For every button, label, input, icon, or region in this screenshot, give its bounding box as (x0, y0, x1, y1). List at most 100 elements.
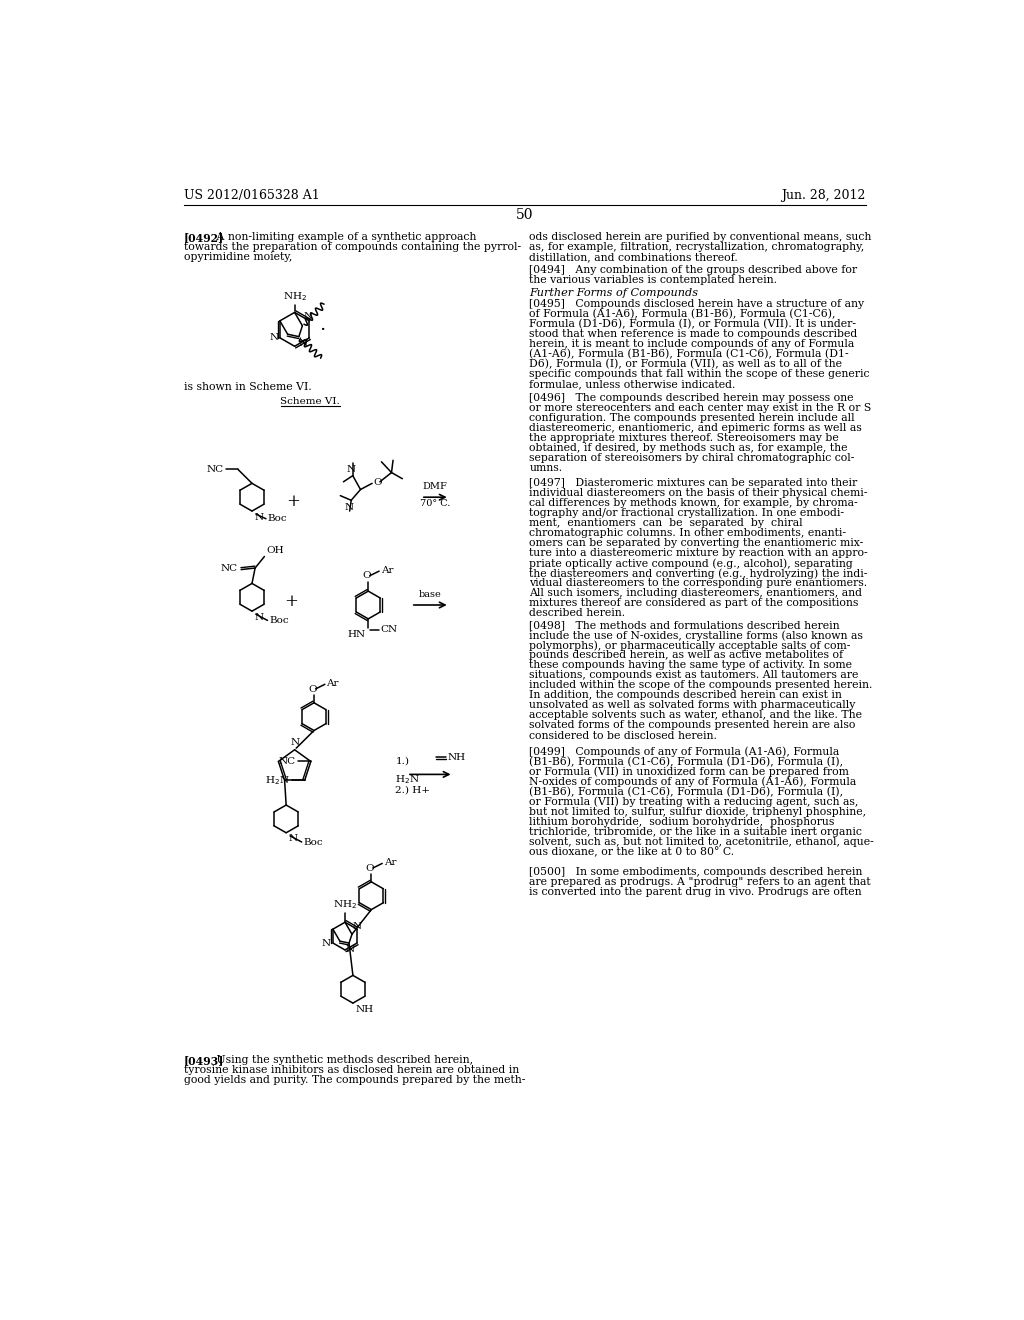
Text: these compounds having the same type of activity. In some: these compounds having the same type of … (529, 660, 852, 671)
Text: include the use of N-oxides, crystalline forms (also known as: include the use of N-oxides, crystalline… (529, 631, 863, 642)
Text: Ar: Ar (327, 678, 339, 688)
Text: N: N (347, 465, 355, 474)
Text: opyrimidine moiety,: opyrimidine moiety, (183, 252, 292, 263)
Text: O: O (366, 863, 374, 873)
Text: HN: HN (348, 630, 366, 639)
Text: but not limited to, sulfur, sulfur dioxide, triphenyl phosphine,: but not limited to, sulfur, sulfur dioxi… (529, 807, 866, 817)
Text: 70° C.: 70° C. (420, 499, 451, 508)
Text: base: base (419, 590, 441, 599)
Text: Ar: Ar (381, 566, 393, 574)
Text: All such isomers, including diastereomers, enantiomers, and: All such isomers, including diastereomer… (529, 589, 862, 598)
Text: configuration. The compounds presented herein include all: configuration. The compounds presented h… (529, 413, 855, 424)
Text: [0498]   The methods and formulations described herein: [0498] The methods and formulations desc… (529, 620, 840, 631)
Text: N: N (352, 923, 361, 931)
Text: Formula (D1-D6), Formula (I), or Formula (VII). It is under-: Formula (D1-D6), Formula (I), or Formula… (529, 319, 856, 330)
Text: N: N (304, 313, 313, 321)
Text: cal differences by methods known, for example, by chroma-: cal differences by methods known, for ex… (529, 498, 858, 508)
Text: 2.) H+: 2.) H+ (395, 785, 430, 795)
Text: NC: NC (279, 756, 296, 766)
Text: Further Forms of Compounds: Further Forms of Compounds (529, 288, 698, 298)
Text: priate optically active compound (e.g., alcohol), separating: priate optically active compound (e.g., … (529, 558, 853, 569)
Text: the various variables is contemplated herein.: the various variables is contemplated he… (529, 275, 777, 285)
Text: ous dioxane, or the like at 0 to 80° C.: ous dioxane, or the like at 0 to 80° C. (529, 847, 734, 858)
Text: NH$_2$: NH$_2$ (283, 290, 306, 304)
Text: is converted into the parent drug in vivo. Prodrugs are often: is converted into the parent drug in viv… (529, 887, 862, 896)
Text: .: . (319, 315, 326, 334)
Text: D6), Formula (I), or Formula (VII), as well as to all of the: D6), Formula (I), or Formula (VII), as w… (529, 359, 843, 370)
Text: diastereomeric, enantiomeric, and epimeric forms as well as: diastereomeric, enantiomeric, and epimer… (529, 424, 862, 433)
Text: tography and/or fractional crystallization. In one embodi-: tography and/or fractional crystallizati… (529, 508, 845, 517)
Text: Ar: Ar (384, 858, 396, 867)
Text: herein, it is meant to include compounds of any of Formula: herein, it is meant to include compounds… (529, 339, 855, 350)
Text: pounds described herein, as well as active metabolites of: pounds described herein, as well as acti… (529, 651, 844, 660)
Text: N: N (290, 738, 299, 747)
Text: is shown in Scheme VI.: is shown in Scheme VI. (183, 381, 311, 392)
Text: Boc: Boc (269, 616, 289, 624)
Text: unsolvated as well as solvated forms with pharmaceutically: unsolvated as well as solvated forms wit… (529, 701, 856, 710)
Text: US 2012/0165328 A1: US 2012/0165328 A1 (183, 189, 319, 202)
Text: (B1-B6), Formula (C1-C6), Formula (D1-D6), Formula (I),: (B1-B6), Formula (C1-C6), Formula (D1-D6… (529, 787, 844, 797)
Text: In addition, the compounds described herein can exist in: In addition, the compounds described her… (529, 690, 843, 701)
Text: solvated forms of the compounds presented herein are also: solvated forms of the compounds presente… (529, 721, 856, 730)
Text: N: N (254, 512, 263, 521)
Text: DMF: DMF (423, 482, 447, 491)
Text: or Formula (VII) by treating with a reducing agent, such as,: or Formula (VII) by treating with a redu… (529, 797, 859, 808)
Text: ment,  enantiomers  can  be  separated  by  chiral: ment, enantiomers can be separated by ch… (529, 517, 803, 528)
Text: N: N (299, 339, 308, 348)
Text: [0492]: [0492] (183, 232, 224, 243)
Text: N: N (254, 612, 263, 622)
Text: vidual diastereomers to the corresponding pure enantiomers.: vidual diastereomers to the correspondin… (529, 578, 867, 587)
Text: formulae, unless otherwise indicated.: formulae, unless otherwise indicated. (529, 379, 736, 389)
Text: N: N (289, 834, 298, 843)
Text: of Formula (A1-A6), Formula (B1-B6), Formula (C1-C6),: of Formula (A1-A6), Formula (B1-B6), For… (529, 309, 836, 319)
Text: (B1-B6), Formula (C1-C6), Formula (D1-D6), Formula (I),: (B1-B6), Formula (C1-C6), Formula (D1-D6… (529, 756, 844, 767)
Text: NH: NH (447, 752, 466, 762)
Text: [0495]   Compounds disclosed herein have a structure of any: [0495] Compounds disclosed herein have a… (529, 300, 864, 309)
Text: lithium borohydride,  sodium borohydride,  phosphorus: lithium borohydride, sodium borohydride,… (529, 817, 835, 826)
Text: separation of stereoisomers by chiral chromatographic col-: separation of stereoisomers by chiral ch… (529, 453, 855, 463)
Text: ods disclosed herein are purified by conventional means, such: ods disclosed herein are purified by con… (529, 232, 871, 243)
Text: Using the synthetic methods described herein,: Using the synthetic methods described he… (213, 1056, 473, 1065)
Text: or Formula (VII) in unoxidized form can be prepared from: or Formula (VII) in unoxidized form can … (529, 767, 849, 777)
Text: tyrosine kinase inhibitors as disclosed herein are obtained in: tyrosine kinase inhibitors as disclosed … (183, 1065, 519, 1076)
Text: situations, compounds exist as tautomers. All tautomers are: situations, compounds exist as tautomers… (529, 671, 859, 680)
Text: omers can be separated by converting the enantiomeric mix-: omers can be separated by converting the… (529, 539, 863, 548)
Text: Scheme VI.: Scheme VI. (281, 397, 340, 407)
Text: +: + (284, 593, 298, 610)
Text: the diastereomers and converting (e.g., hydrolyzing) the indi-: the diastereomers and converting (e.g., … (529, 568, 867, 578)
Text: Boc: Boc (303, 837, 323, 846)
Text: trichloride, tribromide, or the like in a suitable inert organic: trichloride, tribromide, or the like in … (529, 826, 862, 837)
Text: A non-limiting example of a synthetic approach: A non-limiting example of a synthetic ap… (213, 232, 476, 243)
Text: O: O (362, 572, 371, 581)
Text: OH: OH (266, 546, 284, 554)
Text: H$_2$N: H$_2$N (395, 774, 420, 785)
Text: polymorphs), or pharmaceutically acceptable salts of com-: polymorphs), or pharmaceutically accepta… (529, 640, 851, 651)
Text: are prepared as prodrugs. A "prodrug" refers to an agent that: are prepared as prodrugs. A "prodrug" re… (529, 876, 871, 887)
Text: individual diastereomers on the basis of their physical chemi-: individual diastereomers on the basis of… (529, 488, 867, 498)
Text: NC: NC (206, 465, 223, 474)
Text: the appropriate mixtures thereof. Stereoisomers may be: the appropriate mixtures thereof. Stereo… (529, 433, 840, 444)
Text: included within the scope of the compounds presented herein.: included within the scope of the compoun… (529, 681, 872, 690)
Text: as, for example, filtration, recrystallization, chromatography,: as, for example, filtration, recrystalli… (529, 243, 864, 252)
Text: N: N (344, 503, 353, 512)
Text: specific compounds that fall within the scope of these generic: specific compounds that fall within the … (529, 370, 870, 379)
Text: acceptable solvents such as water, ethanol, and the like. The: acceptable solvents such as water, ethan… (529, 710, 862, 721)
Text: [0494]   Any combination of the groups described above for: [0494] Any combination of the groups des… (529, 264, 857, 275)
Text: N: N (346, 945, 354, 953)
Text: N-oxides of compounds of any of Formula (A1-A6), Formula: N-oxides of compounds of any of Formula … (529, 776, 857, 787)
Text: described herein.: described herein. (529, 609, 626, 618)
Text: solvent, such as, but not limited to, acetonitrile, ethanol, aque-: solvent, such as, but not limited to, ac… (529, 837, 874, 846)
Text: ture into a diastereomeric mixture by reaction with an appro-: ture into a diastereomeric mixture by re… (529, 548, 868, 558)
Text: towards the preparation of compounds containing the pyrrol-: towards the preparation of compounds con… (183, 243, 521, 252)
Text: N: N (269, 334, 279, 342)
Text: chromatographic columns. In other embodiments, enanti-: chromatographic columns. In other embodi… (529, 528, 847, 539)
Text: [0496]   The compounds described herein may possess one: [0496] The compounds described herein ma… (529, 393, 854, 403)
Text: obtained, if desired, by methods such as, for example, the: obtained, if desired, by methods such as… (529, 444, 848, 453)
Text: umns.: umns. (529, 463, 562, 474)
Text: NH$_2$: NH$_2$ (333, 899, 357, 911)
Text: +: + (286, 492, 300, 510)
Text: N: N (322, 939, 331, 948)
Text: [0500]   In some embodiments, compounds described herein: [0500] In some embodiments, compounds de… (529, 867, 863, 876)
Text: good yields and purity. The compounds prepared by the meth-: good yields and purity. The compounds pr… (183, 1076, 525, 1085)
Text: 1.): 1.) (395, 756, 410, 766)
